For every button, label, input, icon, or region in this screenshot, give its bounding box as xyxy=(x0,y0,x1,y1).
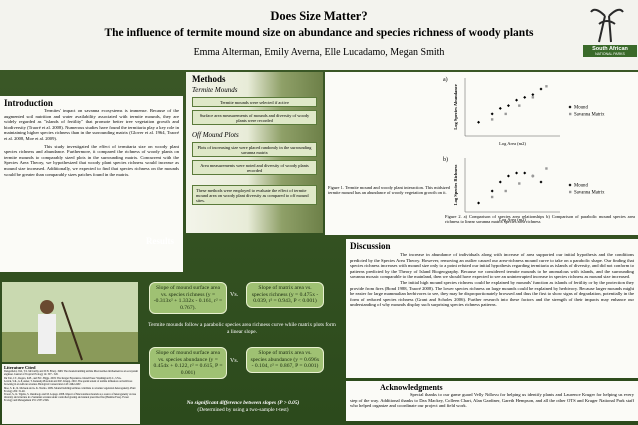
x-axis-label: Log Area (m2) xyxy=(499,217,526,222)
point xyxy=(539,87,543,91)
paragraph: The increase in abundance of individuals… xyxy=(350,252,634,280)
point xyxy=(531,174,535,178)
figure-label: b) xyxy=(443,156,448,163)
photo-researcher xyxy=(2,282,138,362)
logo-line: NATIONAL PARKS xyxy=(595,52,625,56)
point xyxy=(490,189,494,193)
legend-marker xyxy=(568,105,572,109)
heading: Methods xyxy=(192,74,226,84)
header: Does Size Matter? The influence of termi… xyxy=(0,0,638,70)
legend-label: Savanna Matrix xyxy=(574,191,605,196)
legend-marker xyxy=(568,183,572,187)
point xyxy=(477,120,481,124)
method-box: Surface area measurements of mounds and … xyxy=(192,110,317,125)
legend-marker xyxy=(569,190,572,194)
point xyxy=(490,118,494,121)
result-box: Slope of matrix area vs. species richnes… xyxy=(246,282,324,308)
heading: Introduction xyxy=(4,98,53,108)
point xyxy=(515,171,519,175)
reference: Du Toit, J.T., Rogers, K.H., and H.C. Bi… xyxy=(4,376,122,380)
result-box: Slope of mound surface area vs. species … xyxy=(149,347,227,380)
legend-label: Mound xyxy=(574,106,588,111)
vs: Vs. xyxy=(230,358,239,364)
y-axis-label: Log Species Richness xyxy=(453,164,458,205)
reference: Dangerfield, J.M., T.S. McCarthy and W.N… xyxy=(4,370,138,376)
result-box: Slope of matrix area vs. species abundan… xyxy=(246,347,324,373)
reference: Levick, S.R., G.P. Asner, T. Kennedy-Bow… xyxy=(4,380,133,386)
point xyxy=(523,171,527,175)
paragraph: This study investigated the effect of te… xyxy=(4,143,179,177)
point xyxy=(523,95,527,99)
legend-label: Mound xyxy=(574,184,588,189)
x-axis-label: Log Area (m2) xyxy=(499,141,526,146)
paragraph: The initial high mound species richness … xyxy=(350,279,634,308)
subheading: Termite Mounds xyxy=(192,86,238,94)
discussion: Discussion The increase in abundance of … xyxy=(346,239,638,378)
paragraph: Termites' impact on savanna ecosystems i… xyxy=(4,108,179,141)
logo-line: South African xyxy=(592,46,628,52)
point xyxy=(518,104,521,107)
point xyxy=(506,104,510,108)
heading: Acknowledgments xyxy=(380,383,443,392)
conclusion: No significant difference between slopes… xyxy=(186,400,300,406)
reference: Traoré, S., K. Tigabu, S. Ouédraogo and … xyxy=(4,393,137,402)
point xyxy=(518,182,521,185)
point xyxy=(504,189,507,193)
method-box: Termite mounds were selected if active xyxy=(192,97,317,107)
legend-marker xyxy=(569,112,572,116)
figures: a) Log Area (m2) Log Species Abundance Moun… xyxy=(325,72,638,235)
methods: Methods Termite Mounds Termite mounds we… xyxy=(186,72,323,233)
point xyxy=(539,180,543,184)
method-box: Area measurements were noted and diversi… xyxy=(192,160,317,175)
method-box: Plots of increasing size were placed ran… xyxy=(192,142,317,157)
introduction: Introduction Termites' impact on savanna… xyxy=(0,96,183,272)
acknowledgments: Acknowledgments Special thanks to our ga… xyxy=(346,381,638,421)
point xyxy=(490,112,494,116)
literature: Literature Cited Dangerfield, J.M., T.S.… xyxy=(2,364,140,424)
caption: Figure 2. a) Comparison of species area … xyxy=(445,214,635,225)
vs: Vs. xyxy=(230,292,239,298)
heading: Results xyxy=(146,236,175,246)
y-axis-label: Log Species Abundance xyxy=(453,84,458,130)
legend-label: Savanna Matrix xyxy=(574,113,605,118)
heading: Literature Cited xyxy=(4,365,36,370)
subtitle: The influence of termite mound size on a… xyxy=(104,27,534,39)
point xyxy=(504,112,507,116)
point xyxy=(477,201,481,205)
point xyxy=(545,85,548,88)
logo-icon xyxy=(590,8,624,43)
results: Results Slope of mound surface area vs. … xyxy=(143,236,343,425)
point xyxy=(506,174,510,178)
point xyxy=(531,96,535,99)
point xyxy=(498,106,502,110)
result-box: Slope of mound surface area vs. species … xyxy=(149,282,227,315)
point xyxy=(515,98,519,102)
point xyxy=(545,167,548,170)
caption: Figure 1. Termite mound and woody plant … xyxy=(328,185,450,196)
result-text: Termite mounds follow a parabolic specie… xyxy=(148,322,336,335)
reference: Moe, S. R., R. Mobaek and A. K. Narmo. 2… xyxy=(4,386,136,393)
paragraph: Special thanks to our game guard Velly N… xyxy=(350,392,634,409)
figure-charts: a) Log Area (m2) Log Species Abundance Moun… xyxy=(443,76,605,222)
heading: Discussion xyxy=(350,241,391,251)
title: Does Size Matter? xyxy=(270,9,368,23)
figure-label: a) xyxy=(443,76,448,83)
point xyxy=(531,93,535,97)
method-box: These methods were employed to evaluate … xyxy=(192,185,317,205)
logo: South African NATIONAL PARKS xyxy=(583,45,637,57)
note: (Determined by using a two-sample t-test… xyxy=(197,407,289,413)
subheading: Off Mound Plots xyxy=(192,131,239,139)
point xyxy=(490,195,494,199)
point xyxy=(498,180,502,184)
authors: Emma Alterman, Emily Averna, Elle Lucada… xyxy=(193,47,445,58)
